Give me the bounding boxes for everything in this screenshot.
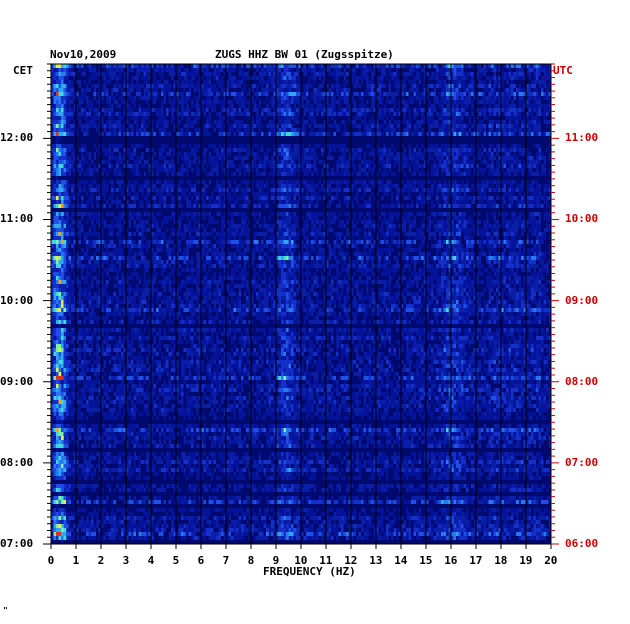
- x-tick-label-12: 12: [344, 554, 358, 567]
- utc-tick-0900: 09:00: [565, 293, 599, 307]
- utc-tick-0700: 07:00: [565, 455, 599, 469]
- x-tick-label-19: 19: [519, 554, 533, 567]
- x-tick-label-9: 9: [272, 554, 280, 567]
- axis-ticks: [43, 63, 559, 549]
- x-tick-label-7: 7: [222, 554, 230, 567]
- utc-tick-1100: 11:00: [565, 131, 599, 145]
- x-tick-label-1: 1: [72, 554, 80, 567]
- x-tick-label-8: 8: [247, 554, 255, 567]
- cet-label: CET: [13, 64, 33, 77]
- utc-label: UTC: [553, 64, 573, 77]
- cet-tick-0700: 07:00: [0, 537, 34, 550]
- x-tick-label-4: 4: [147, 554, 155, 567]
- x-tick-label-2: 2: [97, 554, 105, 567]
- x-tick-label-10: 10: [294, 554, 308, 567]
- cet-tick-1100: 11:00: [0, 212, 34, 226]
- utc-tick-1000: 10:00: [565, 212, 599, 226]
- cet-tick-0900: 09:00: [0, 374, 34, 388]
- x-tick-label-14: 14: [394, 554, 408, 567]
- x-tick-label-17: 17: [469, 554, 483, 567]
- x-tick-label-0: 0: [47, 554, 55, 567]
- x-tick-label-16: 16: [444, 554, 458, 567]
- utc-tick-0600: 06:00: [565, 537, 599, 550]
- cet-tick-0800: 08:00: [0, 455, 34, 469]
- vertical-gridlines: [75, 64, 527, 544]
- corner-mark: ": [3, 606, 8, 615]
- utc-tick-0800: 08:00: [565, 374, 599, 388]
- x-tick-label-5: 5: [172, 554, 180, 567]
- date-label: Nov10,2009: [50, 48, 117, 61]
- x-tick-label-6: 6: [197, 554, 205, 567]
- x-tick-label-20: 20: [544, 554, 558, 567]
- station-title: ZUGS HHZ BW 01 (Zugsspitze): [215, 48, 394, 61]
- x-tick-label-13: 13: [369, 554, 383, 567]
- x-axis-title: FREQUENCY (HZ): [263, 565, 356, 578]
- x-tick-label-11: 11: [319, 554, 333, 567]
- x-tick-label-15: 15: [419, 554, 433, 567]
- cet-tick-1200: 12:00: [0, 131, 34, 145]
- heatmap-cells: [51, 64, 551, 544]
- x-tick-label-18: 18: [494, 554, 508, 567]
- cet-tick-1000: 10:00: [0, 293, 34, 307]
- x-tick-label-3: 3: [122, 554, 130, 567]
